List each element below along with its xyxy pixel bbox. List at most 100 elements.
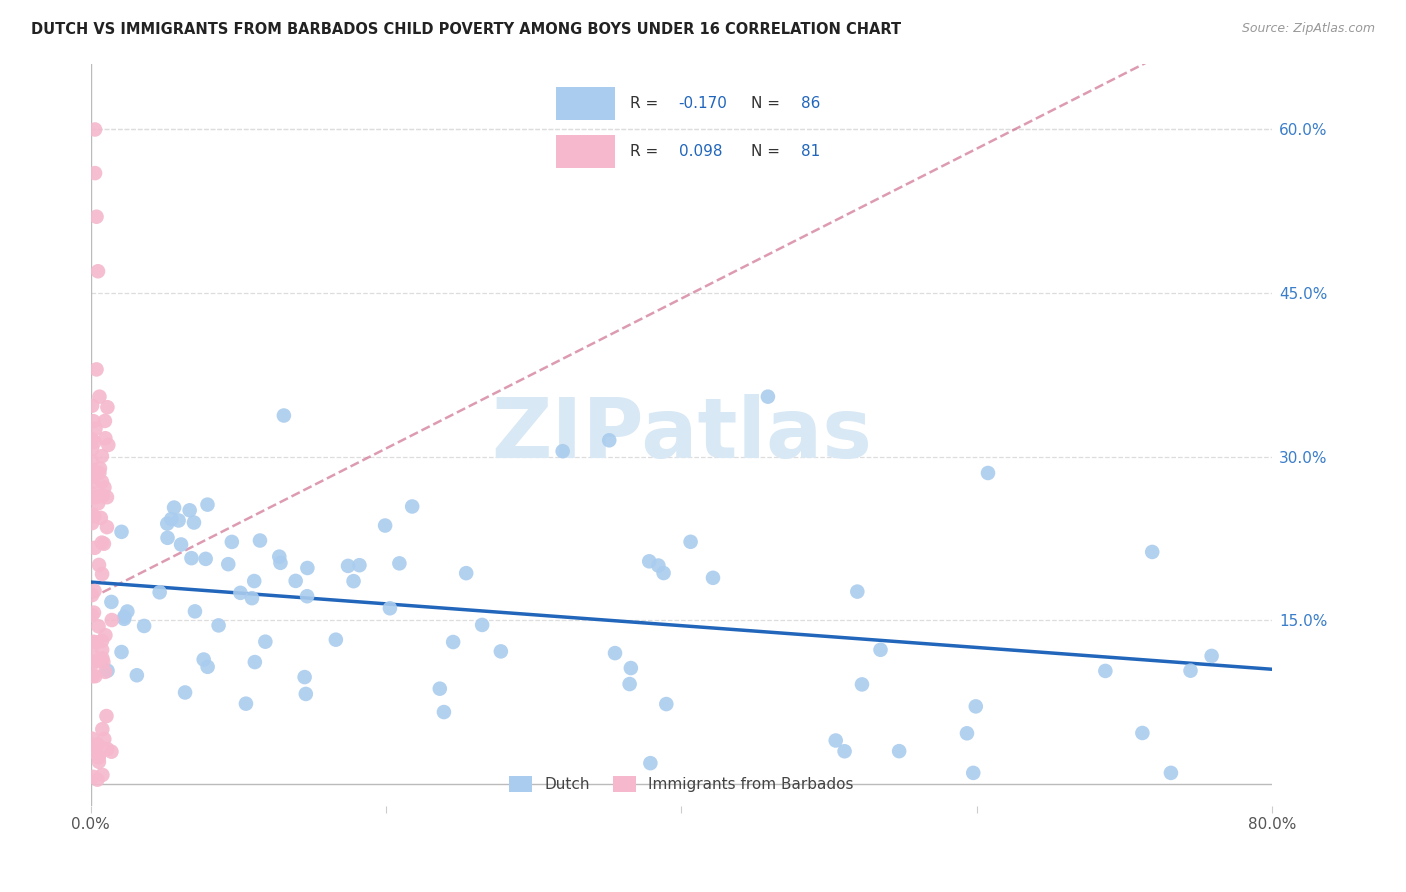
- Dutch: [647, 558, 669, 573]
- Dutch: [652, 566, 675, 580]
- Immigrants from Barbados: [89, 461, 111, 475]
- Dutch: [183, 516, 205, 530]
- Immigrants from Barbados: [80, 744, 103, 758]
- Immigrants from Barbados: [94, 414, 117, 428]
- Immigrants from Barbados: [94, 431, 117, 445]
- Immigrants from Barbados: [91, 768, 114, 782]
- Immigrants from Barbados: [82, 731, 104, 746]
- Immigrants from Barbados: [87, 619, 110, 633]
- Immigrants from Barbados: [91, 722, 114, 736]
- Dutch: [342, 574, 364, 589]
- Dutch: [110, 645, 132, 659]
- Dutch: [96, 664, 118, 678]
- Dutch: [117, 605, 139, 619]
- Immigrants from Barbados: [94, 628, 117, 642]
- Immigrants from Barbados: [87, 496, 110, 510]
- Dutch: [254, 634, 277, 648]
- Immigrants from Barbados: [80, 454, 103, 468]
- Immigrants from Barbados: [87, 750, 110, 764]
- Dutch: [655, 697, 678, 711]
- Dutch: [180, 551, 202, 566]
- Dutch: [170, 537, 193, 551]
- Dutch: [374, 518, 396, 533]
- Immigrants from Barbados: [94, 665, 117, 679]
- Immigrants from Barbados: [82, 770, 104, 784]
- Text: R =: R =: [630, 96, 664, 111]
- Text: 86: 86: [801, 96, 821, 111]
- Legend: Dutch, Immigrants from Barbados: Dutch, Immigrants from Barbados: [503, 770, 859, 798]
- Immigrants from Barbados: [86, 746, 108, 760]
- Immigrants from Barbados: [96, 520, 118, 534]
- Dutch: [1094, 664, 1116, 678]
- Immigrants from Barbados: [80, 647, 103, 661]
- Dutch: [110, 524, 132, 539]
- Immigrants from Barbados: [82, 463, 104, 477]
- Text: Source: ZipAtlas.com: Source: ZipAtlas.com: [1241, 22, 1375, 36]
- Dutch: [456, 566, 478, 581]
- Dutch: [295, 589, 318, 603]
- Immigrants from Barbados: [87, 738, 110, 752]
- Immigrants from Barbados: [83, 742, 105, 756]
- Dutch: [269, 556, 291, 570]
- Immigrants from Barbados: [83, 606, 105, 620]
- Dutch: [679, 534, 702, 549]
- Dutch: [243, 655, 266, 669]
- Dutch: [325, 632, 347, 647]
- Dutch: [125, 668, 148, 682]
- Immigrants from Barbados: [82, 414, 104, 428]
- Dutch: [378, 601, 401, 615]
- Immigrants from Barbados: [101, 613, 124, 627]
- Dutch: [112, 609, 135, 624]
- Immigrants from Barbados: [84, 635, 107, 649]
- Dutch: [889, 744, 911, 758]
- Immigrants from Barbados: [83, 509, 105, 524]
- Dutch: [489, 644, 512, 658]
- Dutch: [551, 444, 574, 458]
- Dutch: [197, 498, 219, 512]
- Dutch: [295, 687, 318, 701]
- Immigrants from Barbados: [82, 475, 104, 490]
- Dutch: [640, 756, 662, 771]
- Immigrants from Barbados: [80, 507, 103, 521]
- Dutch: [156, 516, 179, 531]
- Dutch: [100, 595, 122, 609]
- Immigrants from Barbados: [83, 583, 105, 598]
- Dutch: [194, 552, 217, 566]
- Text: -0.170: -0.170: [679, 96, 727, 111]
- Immigrants from Barbados: [80, 516, 103, 530]
- Dutch: [869, 642, 891, 657]
- Dutch: [401, 500, 423, 514]
- Immigrants from Barbados: [87, 749, 110, 764]
- Immigrants from Barbados: [83, 635, 105, 649]
- Immigrants from Barbados: [89, 466, 111, 480]
- Immigrants from Barbados: [84, 669, 107, 683]
- Immigrants from Barbados: [83, 468, 105, 483]
- Dutch: [965, 699, 987, 714]
- Dutch: [846, 584, 869, 599]
- Dutch: [174, 685, 197, 699]
- Bar: [557, 136, 616, 168]
- Immigrants from Barbados: [84, 739, 107, 753]
- Immigrants from Barbados: [84, 122, 107, 136]
- Dutch: [834, 744, 856, 758]
- Immigrants from Barbados: [90, 511, 112, 525]
- Dutch: [433, 705, 456, 719]
- Immigrants from Barbados: [80, 399, 103, 413]
- Immigrants from Barbados: [80, 608, 103, 623]
- Immigrants from Barbados: [80, 442, 103, 456]
- Dutch: [240, 591, 263, 606]
- Dutch: [273, 409, 295, 423]
- Dutch: [1132, 726, 1154, 740]
- Immigrants from Barbados: [96, 401, 118, 415]
- Text: ZIPatlas: ZIPatlas: [491, 394, 872, 475]
- Immigrants from Barbados: [80, 470, 103, 484]
- Dutch: [160, 512, 183, 526]
- Text: DUTCH VS IMMIGRANTS FROM BARBADOS CHILD POVERTY AMONG BOYS UNDER 16 CORRELATION : DUTCH VS IMMIGRANTS FROM BARBADOS CHILD …: [31, 22, 901, 37]
- Dutch: [163, 500, 186, 515]
- Immigrants from Barbados: [96, 742, 118, 756]
- Dutch: [112, 612, 135, 626]
- Immigrants from Barbados: [96, 490, 118, 504]
- Dutch: [184, 604, 207, 618]
- Immigrants from Barbados: [93, 655, 115, 669]
- Dutch: [297, 561, 319, 575]
